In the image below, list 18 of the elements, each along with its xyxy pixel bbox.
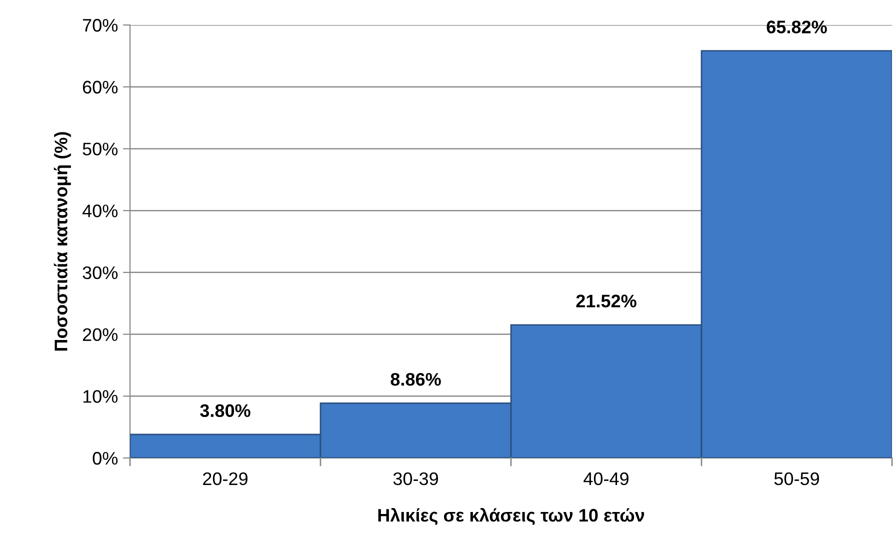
y-tick-label: 0% [92,452,118,465]
data-label: 65.82% [766,20,827,34]
y-tick-label: 40% [82,204,118,218]
x-axis-title: Ηλικίες σε κλάσεις των 10 ετών [378,508,644,526]
data-label: 3.80% [200,404,250,418]
y-tick-label: 50% [82,142,118,156]
data-label: 8.86% [390,372,441,386]
y-axis-title: Ποσοστιαία κατανομή (%) [54,132,71,351]
x-tick-label: 20-29 [203,472,248,486]
y-tick-label: 10% [83,390,118,403]
y-tick-label: 30% [82,266,118,280]
y-tick-label: 60% [82,80,118,94]
y-tick-label: 20% [82,328,118,342]
x-tick-label: 40-49 [584,472,628,486]
y-tick-label: 70% [82,18,118,32]
x-tick-label: 30-39 [393,472,438,486]
x-tick-label: 50-59 [774,472,819,486]
data-label: 21.52% [576,294,636,308]
